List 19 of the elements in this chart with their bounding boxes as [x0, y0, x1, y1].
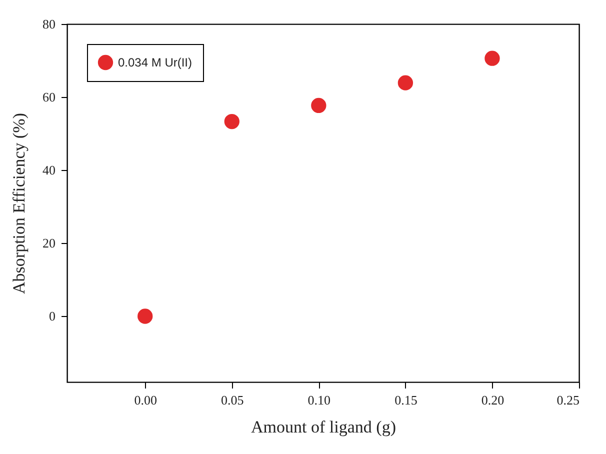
x-tick-label: 0.00	[134, 392, 157, 408]
legend-label: 0.034 M Ur(II)	[118, 56, 192, 70]
point	[311, 98, 326, 114]
x-tick-label: 0.15	[394, 392, 418, 408]
y-tick-label: 60	[42, 90, 56, 105]
y-tick-label: 20	[42, 236, 56, 251]
x-tick-label: 0.20	[481, 392, 504, 408]
x-tick-label: 0.05	[221, 392, 244, 408]
y-axis-title: Absorption Efficiency (%)	[10, 113, 28, 294]
x-axis-title: Amount of ligand (g)	[251, 418, 396, 436]
x-tick-label: 0.10	[308, 392, 331, 408]
y-tick-label: 40	[42, 162, 56, 178]
point	[398, 75, 414, 90]
x-tick-label: 0.25	[556, 392, 580, 408]
y-tick-label: 0	[49, 308, 56, 324]
point	[138, 308, 153, 324]
point	[224, 114, 240, 130]
point	[484, 50, 500, 66]
y-tick-label: 80	[42, 16, 56, 32]
